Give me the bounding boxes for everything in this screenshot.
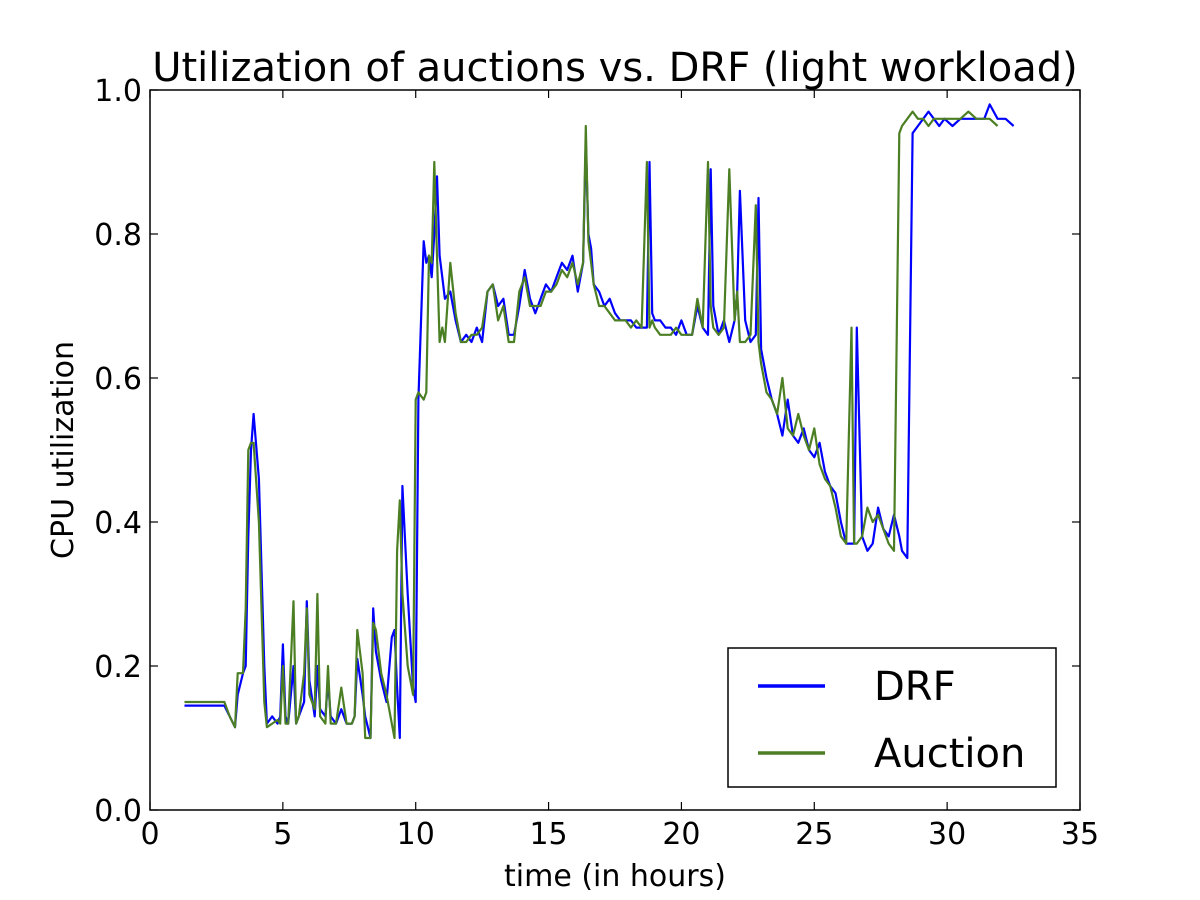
- legend: DRF Auction: [727, 647, 1057, 788]
- y-tick-label: 0.8: [94, 218, 142, 253]
- x-tick-label: 0: [140, 817, 159, 852]
- x-axis-ticks: 0 5 10 15 20 25 30 35: [140, 90, 1099, 852]
- x-tick-label: 20: [662, 817, 700, 852]
- chart-title: Utilization of auctions vs. DRF (light w…: [152, 45, 1078, 91]
- series-line-auction: [184, 110, 999, 740]
- y-axis-label: CPU utilization: [46, 341, 81, 559]
- y-axis-ticks: 0.0 0.2 0.4 0.6 0.8 1.0: [94, 74, 1080, 829]
- y-tick-label: 0.0: [94, 794, 142, 829]
- x-tick-label: 30: [928, 817, 966, 852]
- x-tick-label: 25: [795, 817, 833, 852]
- x-tick-label: 10: [397, 817, 435, 852]
- legend-box: [727, 647, 1057, 788]
- y-tick-label: 0.6: [94, 362, 142, 397]
- plot-lines: [184, 103, 1015, 740]
- y-tick-label: 0.4: [94, 506, 142, 541]
- y-tick-label: 0.2: [94, 650, 142, 685]
- x-tick-label: 15: [529, 817, 567, 852]
- x-axis-label: time (in hours): [504, 859, 726, 894]
- x-tick-label: 5: [273, 817, 292, 852]
- x-tick-label: 35: [1061, 817, 1099, 852]
- plot-frame: [149, 89, 1081, 811]
- y-tick-label: 1.0: [94, 74, 142, 109]
- legend-label-auction: Auction: [874, 731, 1025, 777]
- legend-label-drf: DRF: [874, 664, 956, 710]
